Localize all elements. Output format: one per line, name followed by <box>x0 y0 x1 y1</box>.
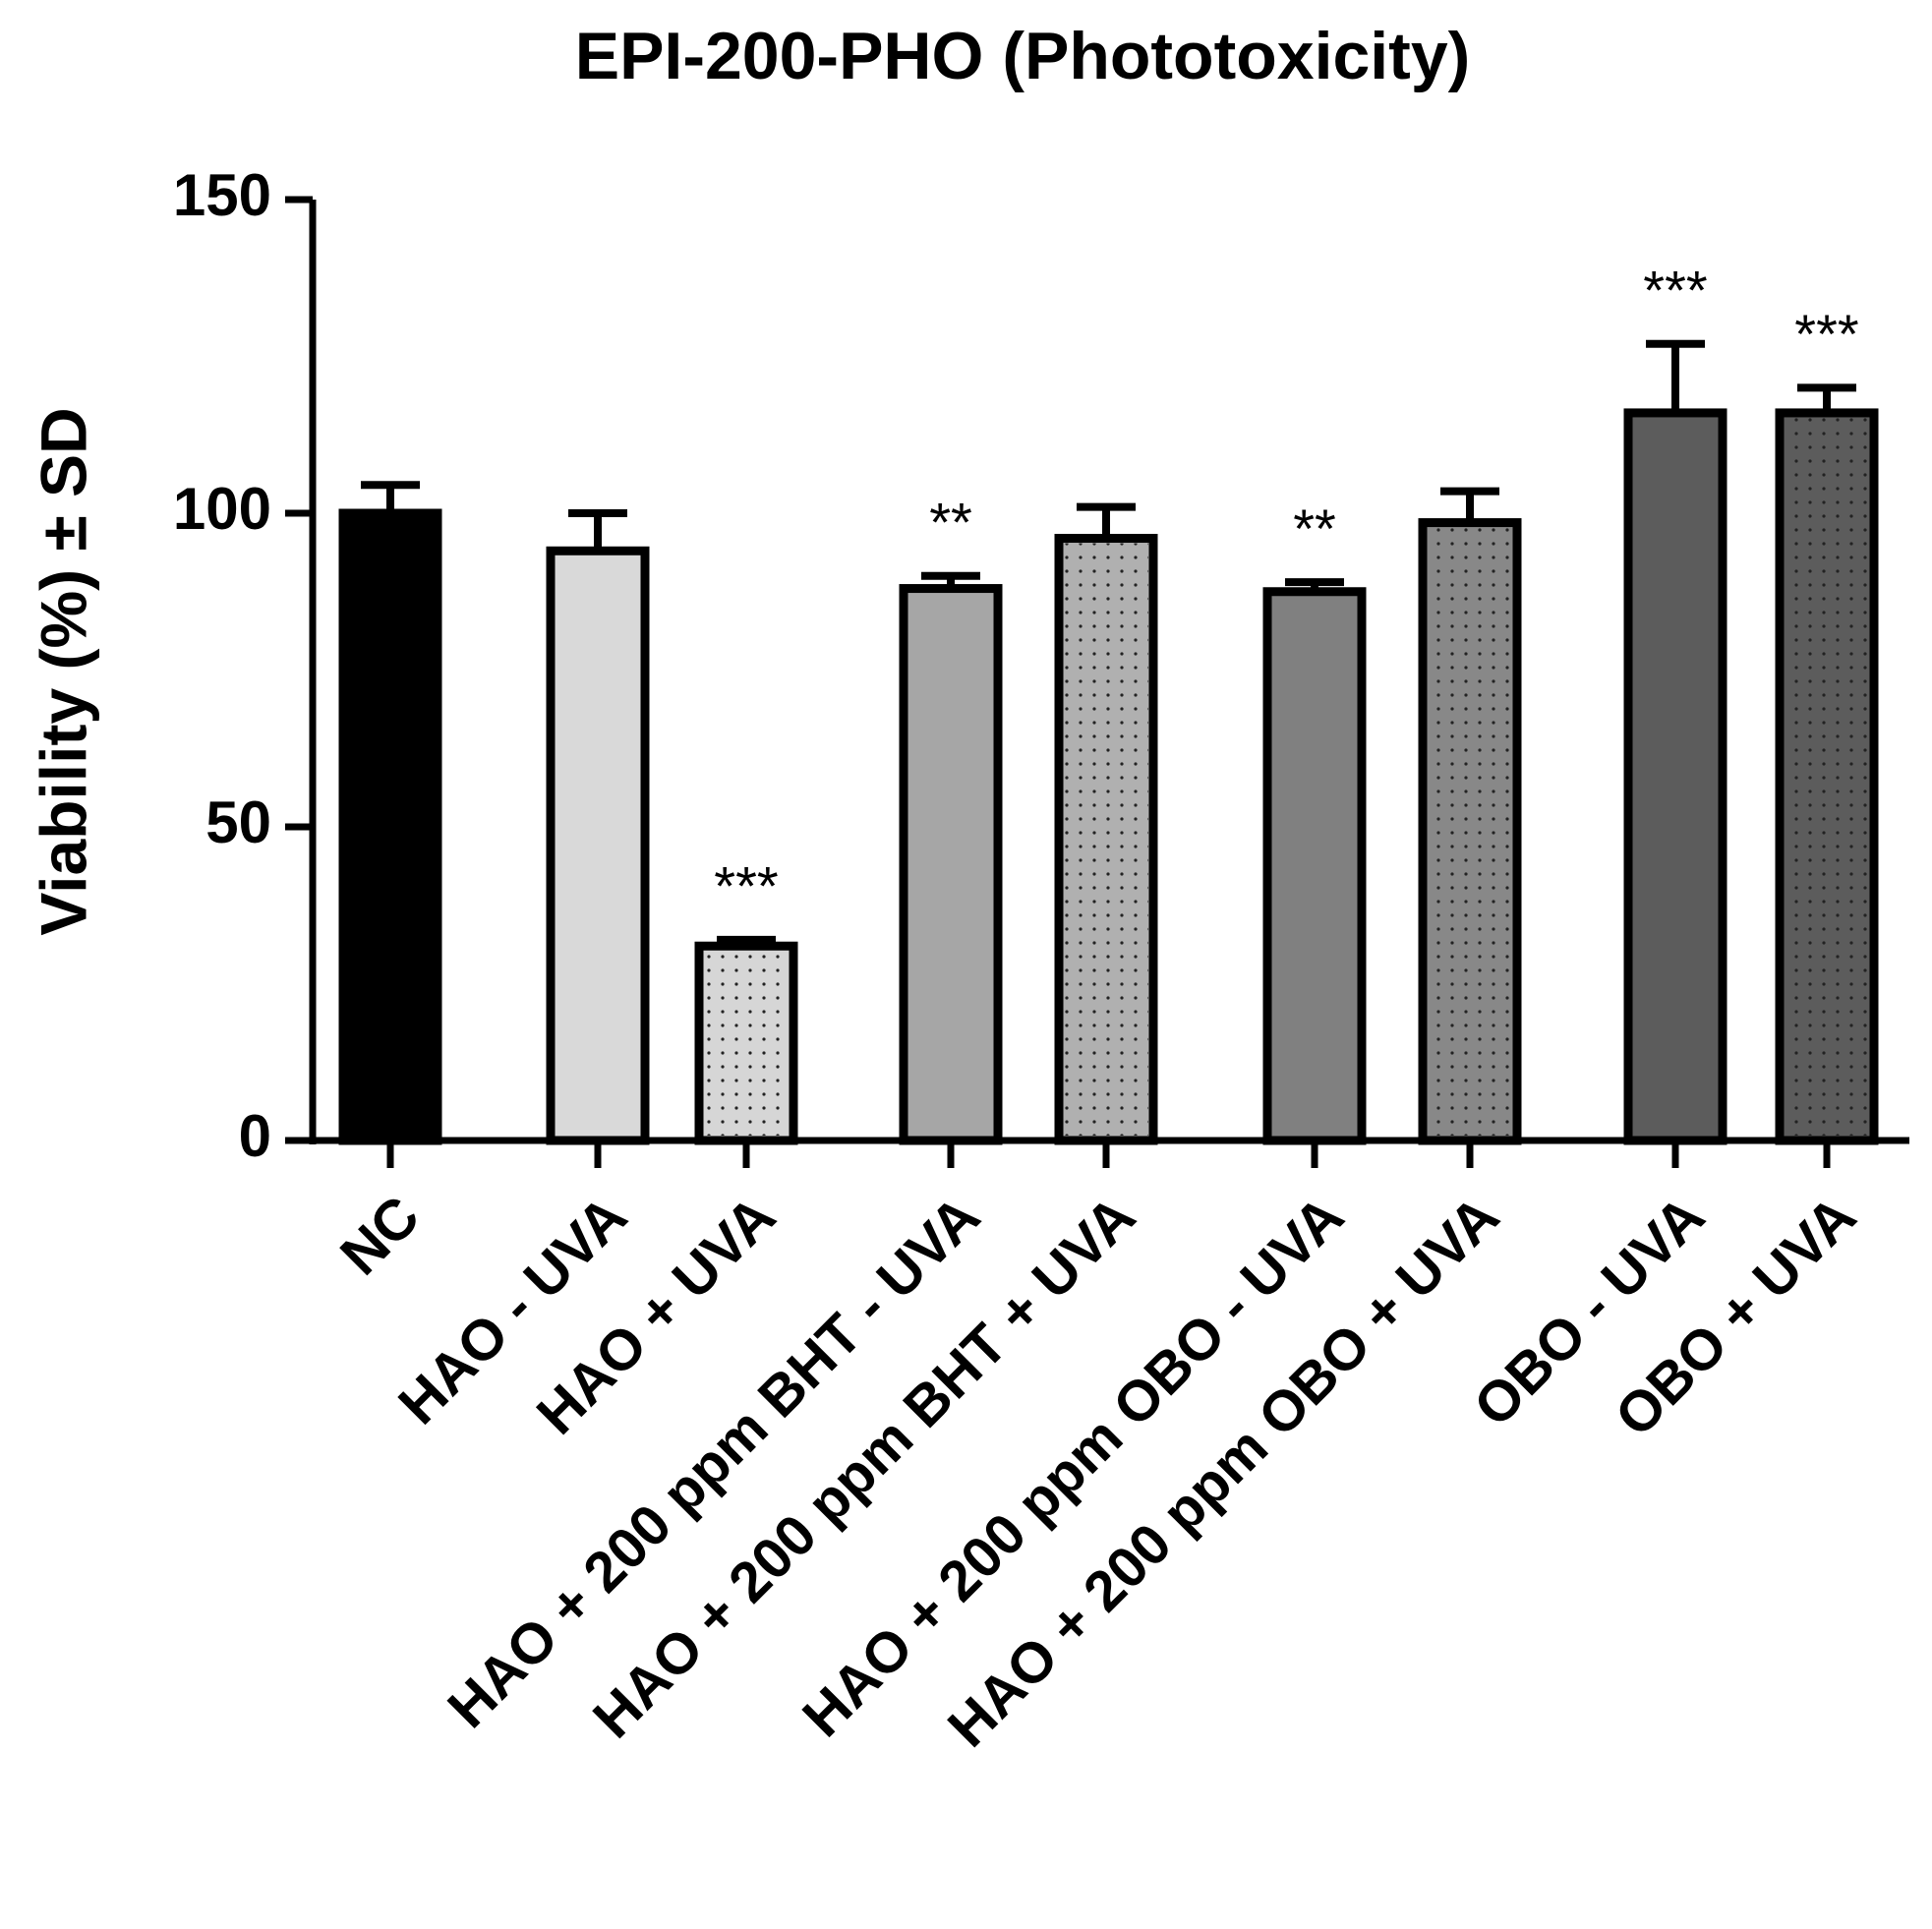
bar-pattern <box>1064 543 1148 1136</box>
bar-pattern <box>704 951 789 1136</box>
significance: *** <box>1643 260 1707 322</box>
y-tick-label: 150 <box>173 162 271 228</box>
y-axis-label: Viability (%) ± SD <box>27 407 99 935</box>
y-tick-label: 100 <box>173 476 271 542</box>
y-tick-label: 0 <box>239 1103 271 1169</box>
y-tick-label: 50 <box>205 789 271 855</box>
significance: ** <box>1293 497 1336 559</box>
bar <box>1262 587 1367 1145</box>
bar <box>1623 408 1727 1145</box>
x-tick-label: NC <box>328 1184 432 1287</box>
chart-title: EPI-200-PHO (Phototoxicity) <box>575 19 1471 93</box>
bar-pattern <box>1428 527 1512 1136</box>
bar <box>338 508 442 1145</box>
significance: *** <box>1794 303 1858 365</box>
bar-pattern <box>1785 417 1869 1136</box>
significance: *** <box>714 855 778 917</box>
significance: ** <box>929 492 972 554</box>
bar <box>546 546 650 1145</box>
bar <box>899 584 1003 1145</box>
